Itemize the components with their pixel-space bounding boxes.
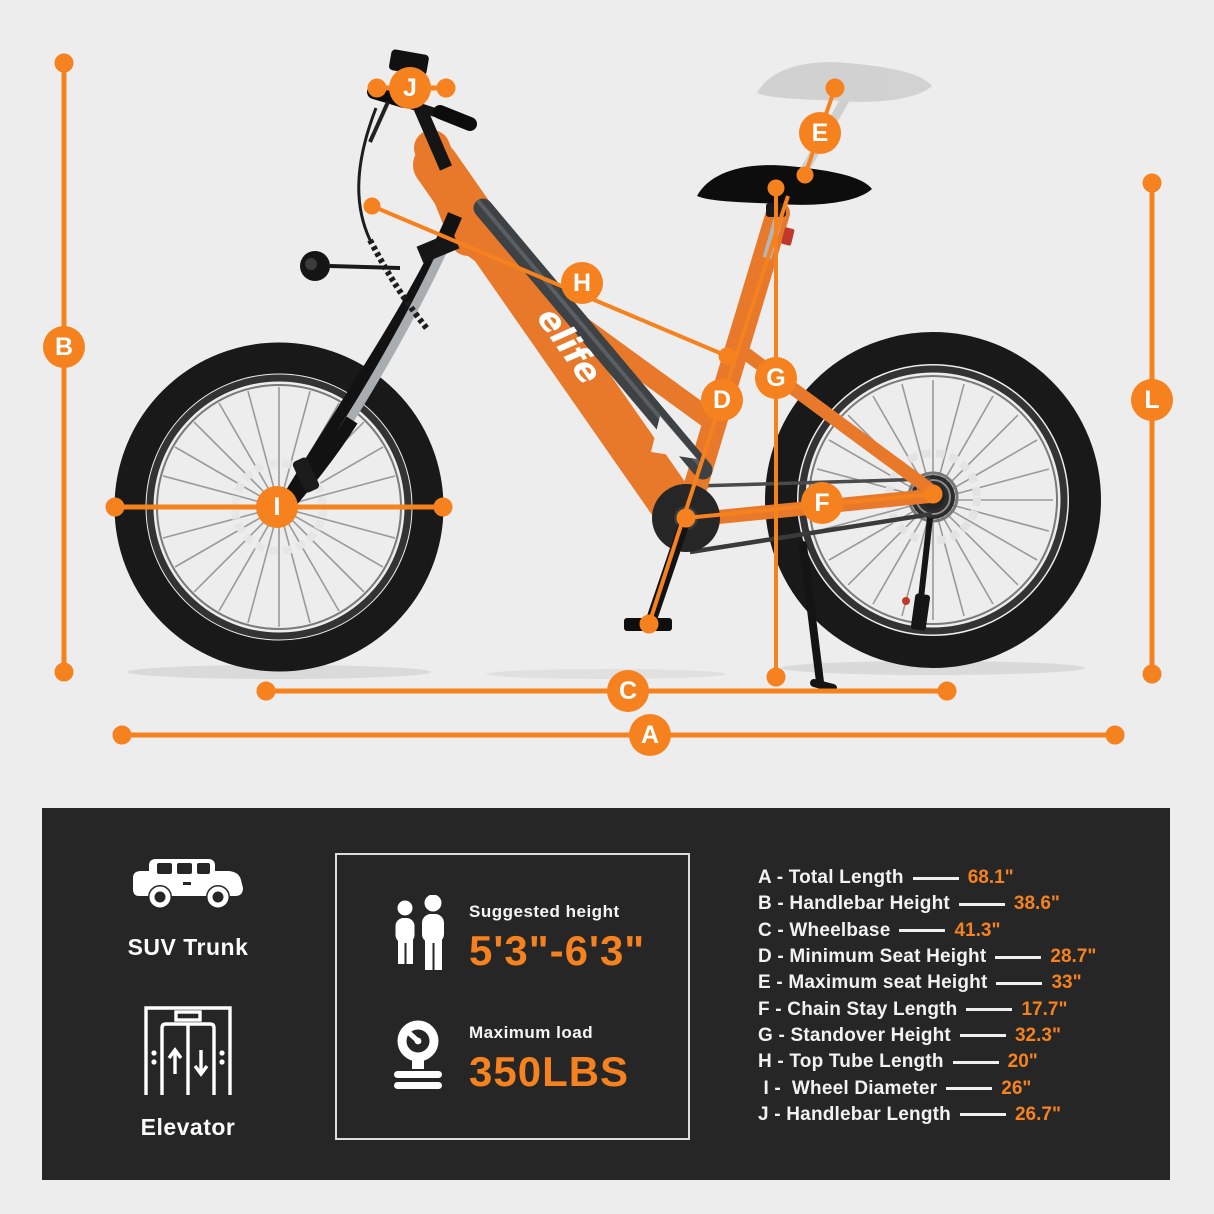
stat-value: 350LBS [469, 1048, 630, 1095]
dimension-value: 68.1" [967, 867, 1014, 889]
feature-elevator: Elevator [103, 998, 273, 1141]
bike-diagram: elife [54, 49, 1162, 745]
dim-badge-H: H [561, 262, 603, 304]
dimension-label: G - Standover Height [758, 1024, 951, 1046]
dimension-label: C - Wheelbase [758, 919, 891, 941]
dim-badge-F: F [801, 482, 843, 524]
dimension-label: H - Top Tube Length [758, 1051, 944, 1073]
dim-badge-C: C [607, 670, 649, 712]
dimension-dash [996, 981, 1043, 985]
dimension-row: I - Wheel Diameter 26" [758, 1075, 1162, 1101]
dim-badge-E: E [799, 112, 841, 154]
dimension-row: J - Handlebar Length 26.7" [758, 1102, 1162, 1128]
dimension-label: E - Maximum seat Height [758, 972, 988, 994]
dimension-label: A - Total Length [758, 867, 904, 889]
dimension-dash [912, 876, 959, 880]
dim-badge-B: B [43, 326, 85, 368]
dimension-value: 32.3" [1014, 1024, 1061, 1046]
dimension-dash [946, 1087, 993, 1091]
dimension-row: B - Handlebar Height 38.6" [758, 891, 1162, 917]
stat-value: 5'3"-6'3" [469, 927, 646, 974]
frame [413, 130, 937, 535]
maximum-load-stat: Maximum load 350LBS [469, 1023, 629, 1096]
dimension-dash [959, 1113, 1006, 1117]
dim-badge-D: D [701, 379, 743, 421]
scale-icon [394, 1020, 442, 1089]
dimension-dash [959, 1034, 1006, 1038]
dimension-list: A - Total Length 68.1" B - Handlebar Hei… [758, 865, 1162, 1128]
dimension-dash [995, 955, 1042, 959]
dimension-value: 26" [1001, 1077, 1032, 1099]
dimension-row: H - Top Tube Length 20" [758, 1049, 1162, 1075]
dim-badge-J: J [389, 67, 431, 109]
suv-icon [133, 859, 243, 909]
stat-title: Suggested height [469, 902, 620, 921]
dimension-row: A - Total Length 68.1" [758, 865, 1162, 891]
rear-reflector [781, 227, 795, 246]
dimension-row: D - Minimum Seat Height 28.7" [758, 944, 1162, 970]
feature-label: Elevator [140, 1114, 236, 1140]
dimension-dash [958, 902, 1005, 906]
dimension-dash [952, 1060, 999, 1064]
dimension-label: J - Handlebar Length [758, 1103, 951, 1125]
suggested-height-stat: Suggested height 5'3"-6'3" [469, 902, 645, 975]
stat-title: Maximum load [469, 1023, 594, 1042]
kickstand [799, 541, 824, 686]
dim-badge-A: A [629, 714, 671, 756]
dimension-dash [966, 1008, 1013, 1012]
elevator-icon [144, 1006, 232, 1095]
dimension-label: B - Handlebar Height [758, 893, 950, 915]
feature-label: SUV Trunk [127, 934, 249, 960]
dimension-label: F - Chain Stay Length [758, 998, 958, 1020]
rider-stats-box: Suggested height 5'3"-6'3" Maximum load … [335, 853, 690, 1140]
dimension-row: F - Chain Stay Length 17.7" [758, 996, 1162, 1022]
spec-panel: SUV Trunk Elevator [42, 808, 1170, 1180]
drivetrain [689, 477, 933, 692]
dimension-dash [899, 929, 946, 933]
dimension-value: 33" [1051, 972, 1082, 994]
dimension-label: I - Wheel Diameter [758, 1077, 938, 1099]
dimension-value: 41.3" [954, 919, 1001, 941]
dimension-value: 17.7" [1021, 998, 1068, 1020]
dimension-row: E - Maximum seat Height 33" [758, 970, 1162, 996]
max-height-ghost-saddle [757, 62, 932, 181]
feature-suv-trunk: SUV Trunk [103, 856, 273, 961]
dimension-value: 26.7" [1014, 1103, 1061, 1125]
dim-badge-L: L [1131, 379, 1173, 421]
dim-badge-I: I [256, 486, 298, 528]
dim-badge-G: G [755, 357, 797, 399]
dimension-row: C - Wheelbase 41.3" [758, 918, 1162, 944]
dimension-value: 20" [1007, 1051, 1038, 1073]
front-fork [280, 107, 462, 509]
dimension-value: 28.7" [1050, 946, 1097, 968]
people-icon [395, 895, 444, 970]
dimension-value: 38.6" [1013, 893, 1060, 915]
down-tube [413, 142, 701, 535]
dimension-label: D - Minimum Seat Height [758, 946, 987, 968]
dimension-row: G - Standover Height 32.3" [758, 1023, 1162, 1049]
